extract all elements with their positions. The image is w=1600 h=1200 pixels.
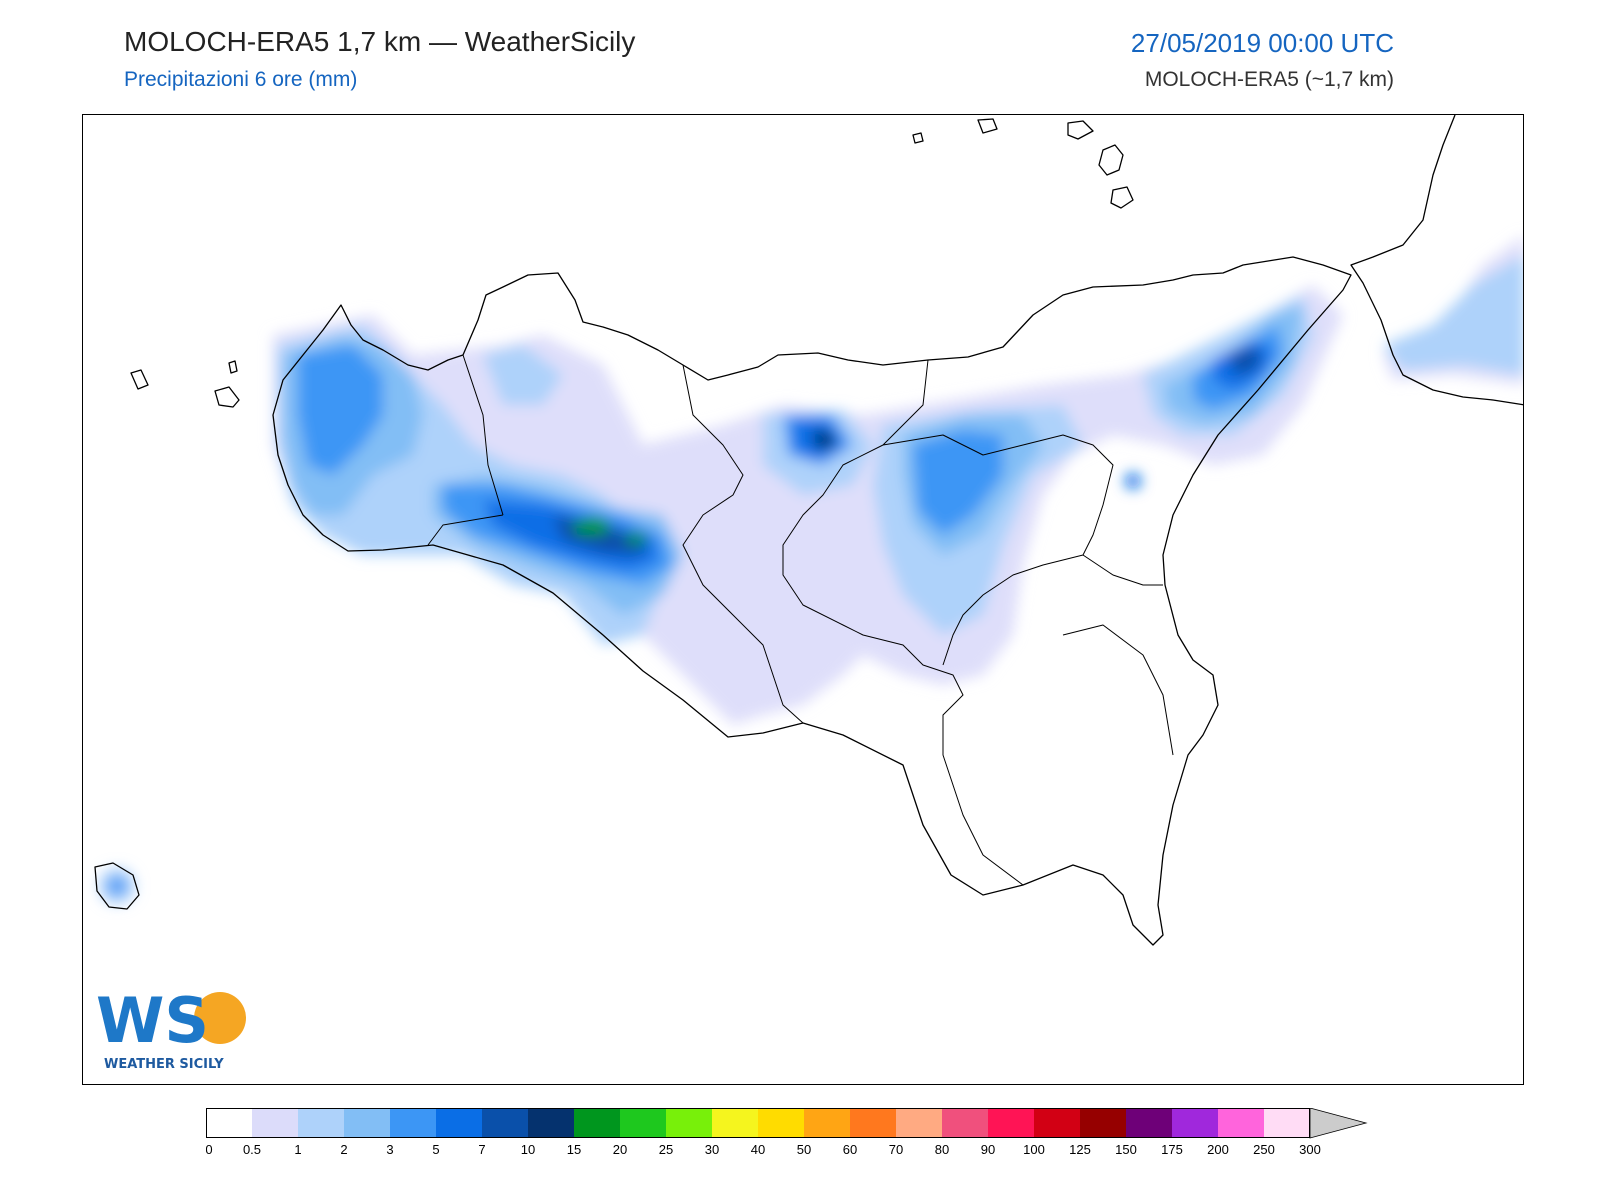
precip-band-1-b — [483, 345, 563, 405]
precip-band-7-b — [1228, 347, 1261, 377]
logo-sun — [194, 992, 246, 1044]
colorbar-overflow-arrow — [1309, 1107, 1368, 1139]
colorbar-swatch — [620, 1108, 666, 1138]
map-canvas — [94, 115, 1523, 946]
colorbar-swatch — [1080, 1108, 1126, 1138]
colorbar-tick-label: 2 — [340, 1142, 347, 1157]
colorbar-swatch — [1264, 1108, 1310, 1138]
colorbar-svg: 0 0.5 1 2 3 5 7 10 15 20 25 30 40 50 60 70 80 90 100 125 150… — [205, 1107, 1368, 1157]
colorbar-swatch — [528, 1108, 574, 1138]
precipitation-field — [99, 236, 1523, 904]
aeolian-islands — [912, 118, 1134, 209]
colorbar-tick-label: 250 — [1253, 1142, 1275, 1157]
colorbar-tick-label: 20 — [613, 1142, 627, 1157]
calabria-coastline — [1350, 115, 1523, 406]
colorbar-swatch — [850, 1108, 896, 1138]
colorbar-swatch — [344, 1108, 390, 1138]
colorbar-tick-label: 5 — [432, 1142, 439, 1157]
colorbar-tick-label: 0 — [206, 1142, 213, 1157]
colorbar-swatch — [482, 1108, 528, 1138]
colorbar-swatch — [252, 1108, 298, 1138]
ustica-island — [94, 862, 140, 910]
colorbar-tick-label: 3 — [386, 1142, 393, 1157]
precip-cell-ustica — [108, 877, 126, 895]
colorbar-swatch — [1034, 1108, 1080, 1138]
precip-band-15 — [571, 517, 613, 535]
coastline-layer — [94, 115, 1523, 946]
colorbar-tick-label: 125 — [1069, 1142, 1091, 1157]
precip-band-3-c — [913, 430, 1003, 535]
precip-band-3 — [298, 345, 383, 475]
colorbar-tick-label: 7 — [478, 1142, 485, 1157]
colorbar-swatch — [390, 1108, 436, 1138]
weathersicily-logo: WS WEATHER SICILY — [92, 982, 252, 1074]
precipitation-map — [82, 114, 1524, 1085]
precip-cell-aeolian — [1125, 473, 1141, 489]
forecast-datetime: 27/05/2019 00:00 UTC — [1130, 28, 1394, 58]
map-subtitle: Precipitazioni 6 ore (mm) — [124, 68, 358, 91]
colorbar-swatch — [1172, 1108, 1218, 1138]
colorbar-swatch — [666, 1108, 712, 1138]
precipitation-colorbar: 0 0.5 1 2 3 5 7 10 15 20 25 30 40 50 60 70 80 90 100 125 150… — [205, 1107, 1402, 1168]
colorbar-tick-label: 0.5 — [243, 1142, 261, 1157]
colorbar-outline — [206, 1108, 1310, 1138]
colorbar-swatch — [436, 1108, 482, 1138]
colorbar-swatch — [712, 1108, 758, 1138]
egadi-islands — [130, 360, 240, 408]
colorbar-tick-label: 60 — [843, 1142, 857, 1157]
colorbar-tick-label: 10 — [521, 1142, 535, 1157]
colorbar-tick-label: 200 — [1207, 1142, 1229, 1157]
colorbar-swatch — [298, 1108, 344, 1138]
logo-mark: WS WEATHER SICILY — [96, 984, 246, 1072]
colorbar-swatch — [1218, 1108, 1264, 1138]
colorbar-tick-label: 30 — [705, 1142, 719, 1157]
colorbar-tick-label: 15 — [567, 1142, 581, 1157]
colorbar-tick-label: 40 — [751, 1142, 765, 1157]
model-label: MOLOCH-ERA5 (~1,7 km) — [1144, 68, 1394, 91]
colorbar-swatch — [804, 1108, 850, 1138]
colorbar-tick-label: 80 — [935, 1142, 949, 1157]
colorbar-tick-label: 1 — [294, 1142, 301, 1157]
colorbar-tick-label: 150 — [1115, 1142, 1137, 1157]
colorbar-swatch — [574, 1108, 620, 1138]
precip-band-15-b — [623, 533, 648, 545]
colorbar-swatch — [988, 1108, 1034, 1138]
colorbar-tick-label: 25 — [659, 1142, 673, 1157]
colorbar-tick-label: 300 — [1299, 1142, 1321, 1157]
colorbar-swatch — [206, 1108, 252, 1138]
colorbar-swatch — [758, 1108, 804, 1138]
colorbar-swatch — [1126, 1108, 1172, 1138]
logo-text: WEATHER SICILY — [104, 1057, 224, 1072]
colorbar-tick-label: 100 — [1023, 1142, 1045, 1157]
colorbar-swatch — [942, 1108, 988, 1138]
logo-letters: WS — [96, 984, 209, 1057]
map-title: MOLOCH-ERA5 1,7 km — WeatherSicily — [124, 26, 636, 57]
colorbar-tick-label: 175 — [1161, 1142, 1183, 1157]
colorbar-swatch — [896, 1108, 942, 1138]
colorbar-tick-label: 70 — [889, 1142, 903, 1157]
colorbar-tick-label: 50 — [797, 1142, 811, 1157]
precip-band-1-f — [1383, 256, 1523, 375]
sicily-coastline — [272, 256, 1352, 946]
province-boundaries — [427, 354, 1174, 886]
precip-band-10 — [813, 430, 835, 449]
colorbar-tick-label: 90 — [981, 1142, 995, 1157]
